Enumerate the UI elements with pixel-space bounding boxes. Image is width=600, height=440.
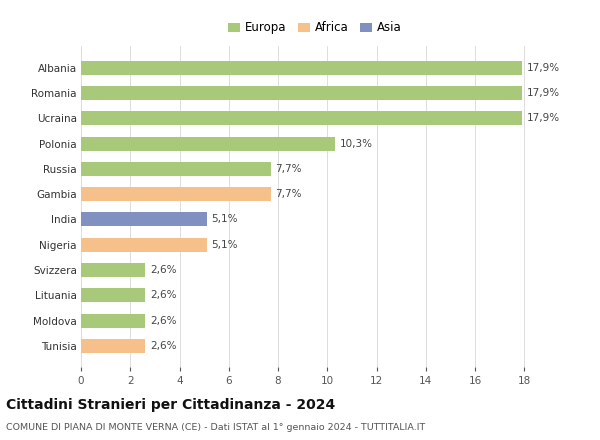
Bar bbox=[81, 111, 522, 125]
Text: 7,7%: 7,7% bbox=[275, 189, 302, 199]
Bar bbox=[81, 238, 206, 252]
Bar bbox=[81, 213, 206, 227]
Bar bbox=[81, 137, 335, 150]
Legend: Europa, Africa, Asia: Europa, Africa, Asia bbox=[224, 17, 406, 39]
Bar bbox=[81, 86, 522, 100]
Bar bbox=[81, 187, 271, 201]
Text: 17,9%: 17,9% bbox=[527, 63, 560, 73]
Text: 17,9%: 17,9% bbox=[527, 88, 560, 98]
Text: 7,7%: 7,7% bbox=[275, 164, 302, 174]
Bar bbox=[81, 339, 145, 353]
Bar bbox=[81, 61, 522, 75]
Text: 2,6%: 2,6% bbox=[150, 315, 176, 326]
Bar bbox=[81, 314, 145, 327]
Bar bbox=[81, 162, 271, 176]
Text: 17,9%: 17,9% bbox=[527, 114, 560, 123]
Text: Cittadini Stranieri per Cittadinanza - 2024: Cittadini Stranieri per Cittadinanza - 2… bbox=[6, 398, 335, 412]
Text: 5,1%: 5,1% bbox=[212, 240, 238, 250]
Bar bbox=[81, 288, 145, 302]
Text: 2,6%: 2,6% bbox=[150, 290, 176, 300]
Text: COMUNE DI PIANA DI MONTE VERNA (CE) - Dati ISTAT al 1° gennaio 2024 - TUTTITALIA: COMUNE DI PIANA DI MONTE VERNA (CE) - Da… bbox=[6, 423, 425, 432]
Text: 5,1%: 5,1% bbox=[212, 214, 238, 224]
Text: 2,6%: 2,6% bbox=[150, 341, 176, 351]
Text: 10,3%: 10,3% bbox=[340, 139, 373, 149]
Text: 2,6%: 2,6% bbox=[150, 265, 176, 275]
Bar bbox=[81, 263, 145, 277]
